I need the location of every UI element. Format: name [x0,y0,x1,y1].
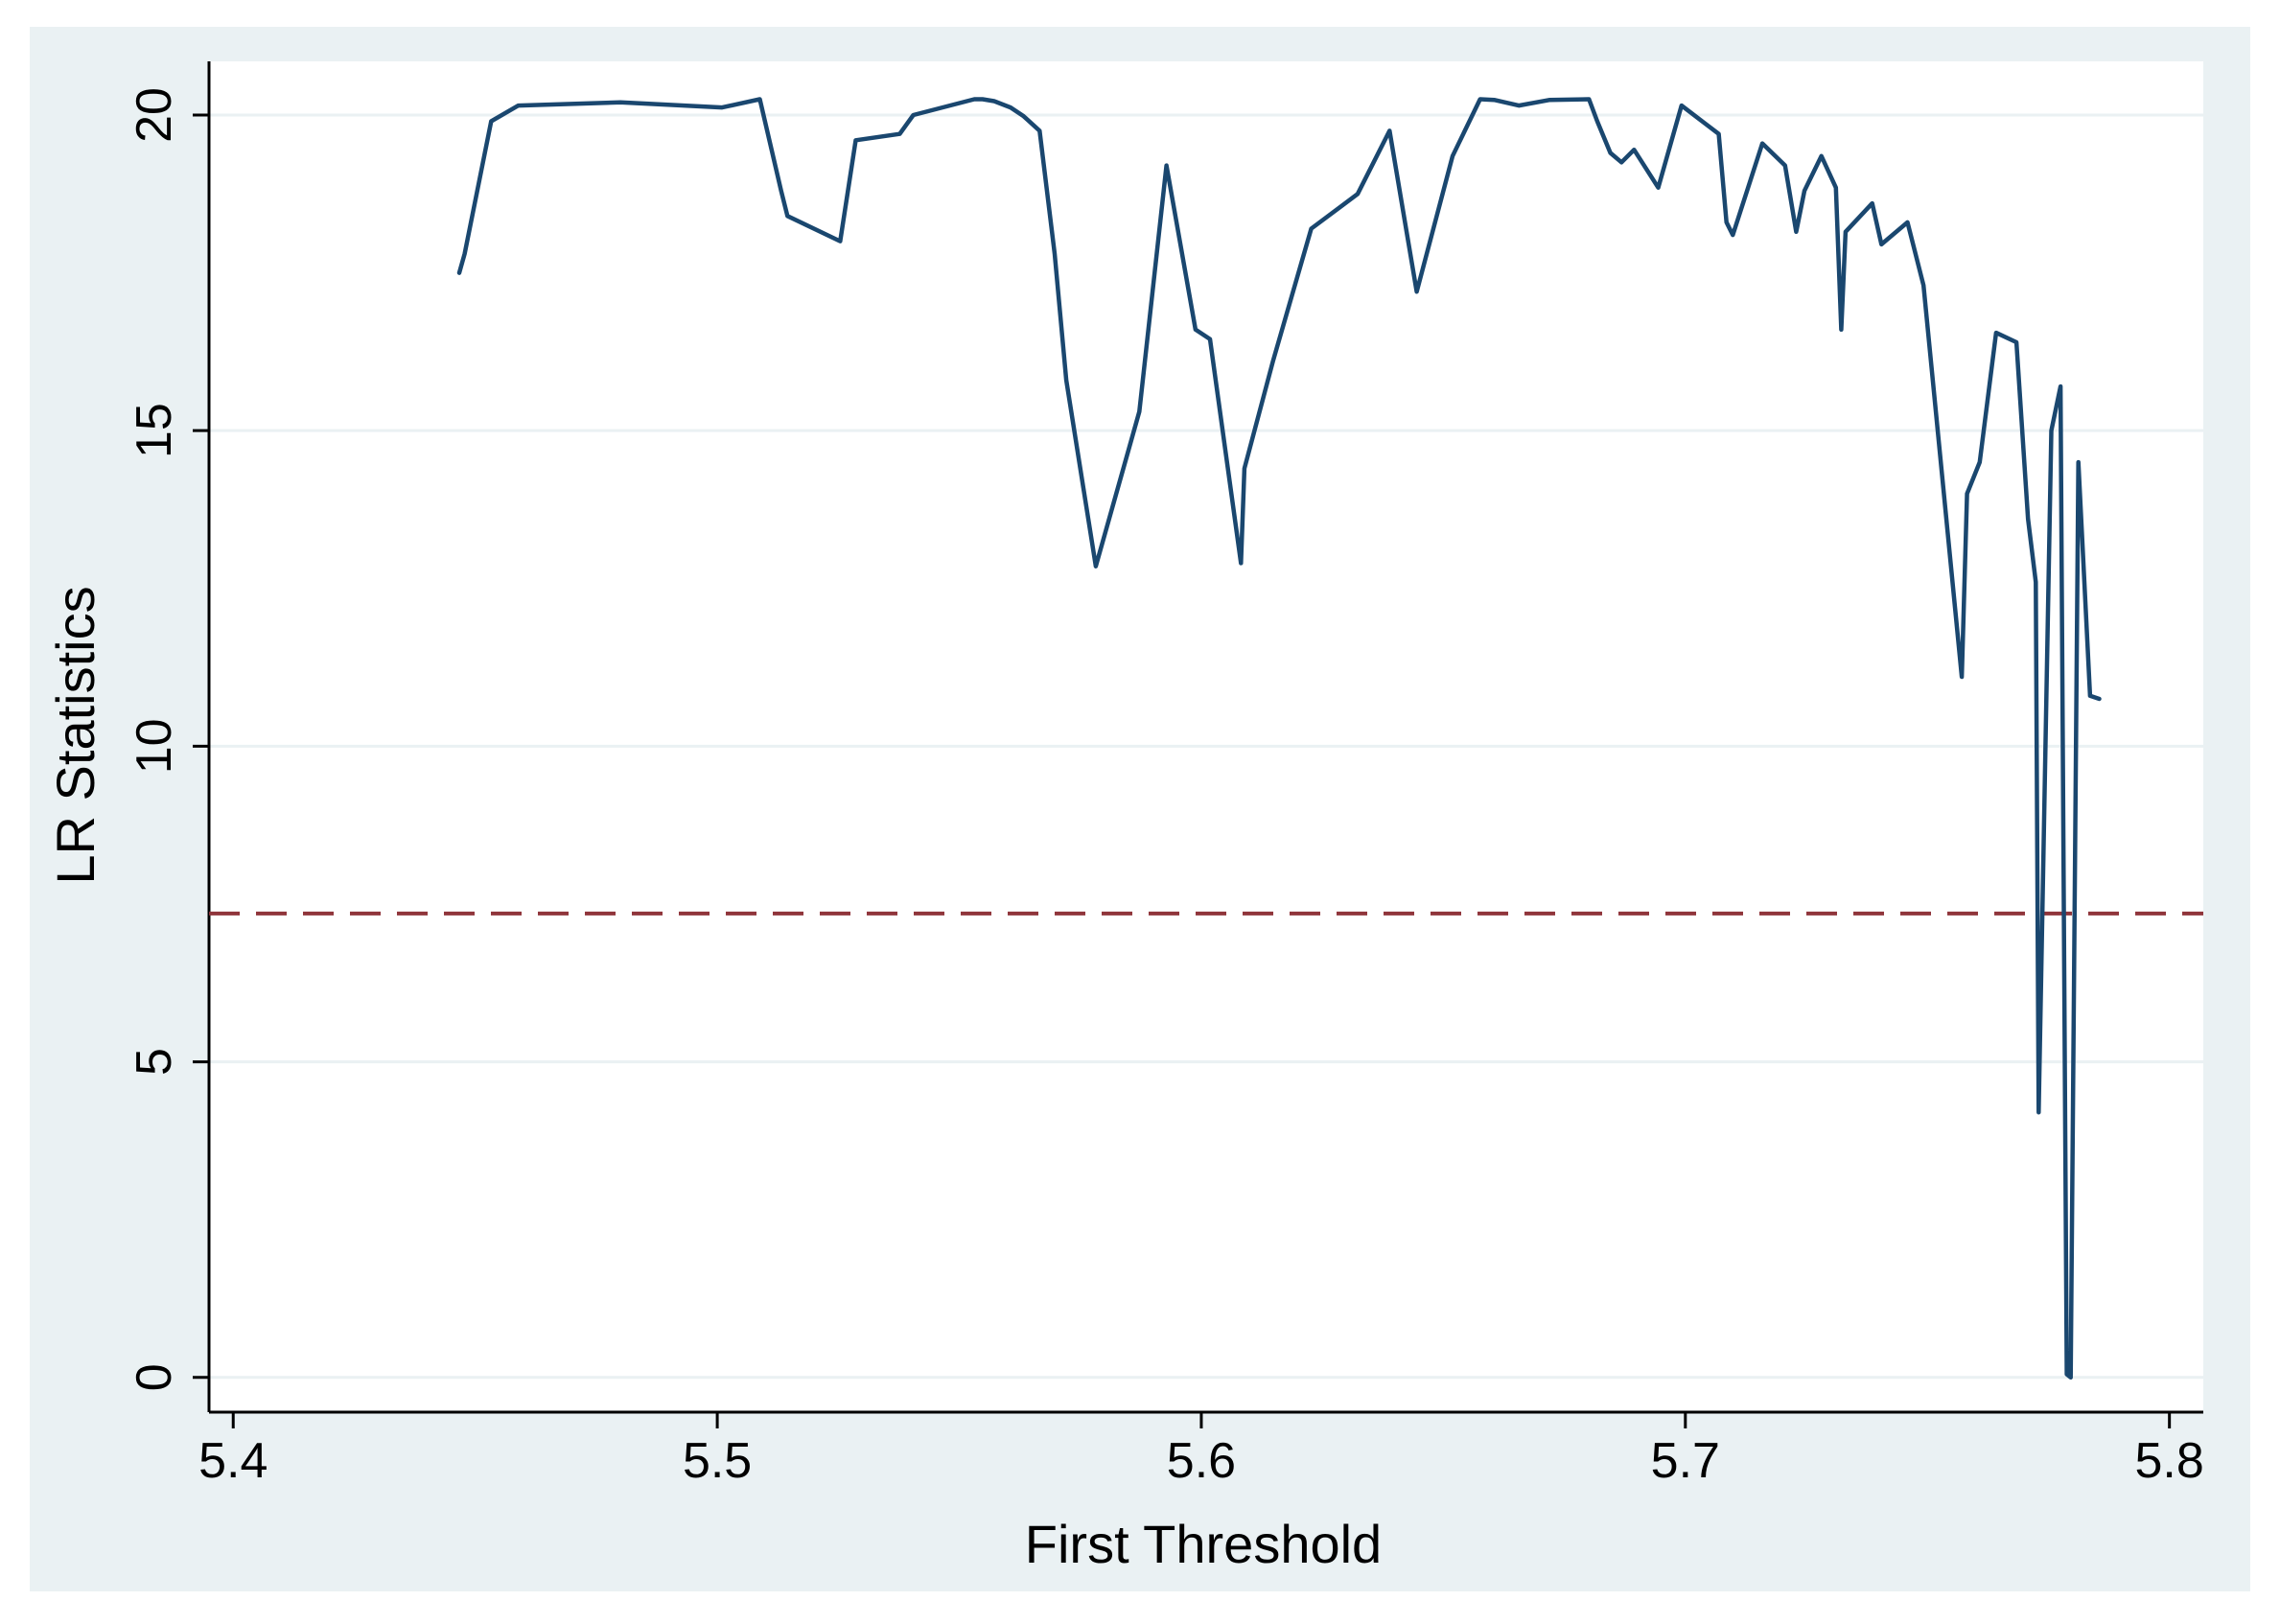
series-layer [456,97,2102,1380]
x-tick-label: 5.6 [1167,1433,1236,1489]
y-tick-label: 0 [127,1363,182,1391]
y-tick-label: 5 [127,1048,182,1076]
plot-area [209,61,2203,1412]
series-line [456,97,2102,1380]
x-tick-label: 5.7 [1651,1433,1720,1489]
x-tick-label: 5.5 [683,1433,752,1489]
y-tick-label: 20 [127,87,182,143]
gridlines [209,113,2203,1380]
y-tick-label: 15 [127,403,182,458]
x-tick-label: 5.4 [198,1433,268,1489]
x-axis-label: First Threshold [1025,1514,1382,1574]
y-tick-label: 10 [127,718,182,774]
y-axis: 0 5 10 15 20 [127,61,211,1412]
x-axis: 5.4 5.5 5.6 5.7 5.8 [198,1410,2204,1489]
y-axis-label: LR Statistics [45,586,105,884]
x-tick-label: 5.8 [2135,1433,2204,1489]
